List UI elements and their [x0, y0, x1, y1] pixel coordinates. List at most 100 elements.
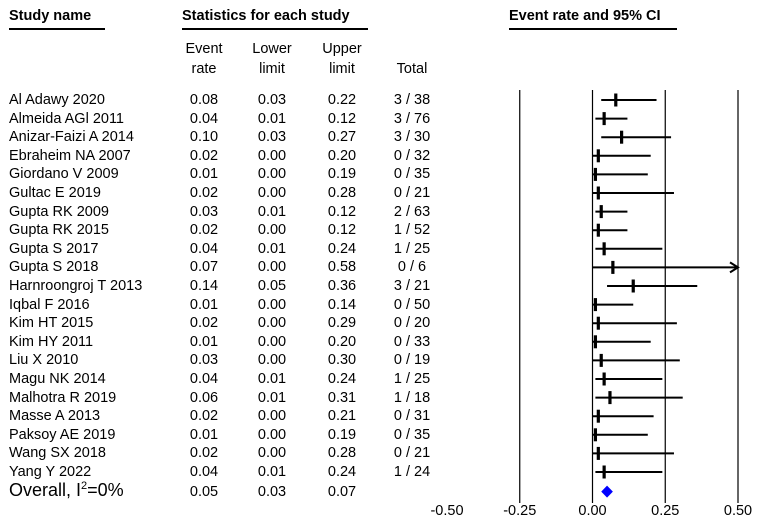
- ci-arrow: [729, 261, 740, 274]
- event-rate-header: Event rate: [185, 41, 223, 77]
- lower-limit-value: 0.01: [257, 203, 287, 220]
- ci-underline: [509, 28, 677, 30]
- x-tick-label: 0.00: [578, 503, 606, 519]
- event-rate-value: 0.08: [189, 92, 219, 108]
- point-estimate-marker: [596, 446, 600, 460]
- upper-limit-value: 0.28: [327, 185, 357, 201]
- point-estimate-marker: [599, 205, 603, 219]
- ci-header: Event rate and 95% CI: [509, 8, 661, 24]
- total-value: 0 / 35: [393, 426, 431, 443]
- study-name: Giordano V 2009: [9, 166, 119, 183]
- total-value: 3 / 21: [393, 278, 431, 294]
- event-rate-value: 0.03: [189, 352, 219, 369]
- total-value: 3 / 30: [393, 129, 431, 146]
- upper-limit-value: 0.24: [327, 371, 357, 387]
- total-value: 1 / 25: [393, 240, 431, 257]
- point-estimate-marker: [593, 298, 598, 312]
- lower-limit-value: 0.00: [257, 426, 287, 443]
- study-name: Wang SX 2018: [9, 445, 106, 462]
- total-value: 0 / 21: [393, 185, 431, 201]
- lower-limit-value: 0.01: [257, 110, 287, 127]
- total-value: 1 / 24: [393, 464, 431, 480]
- upper-limit-value: 0.36: [327, 278, 357, 294]
- lower-limit-value: 0.01: [257, 464, 287, 480]
- upper-limit-value: 0.28: [327, 445, 357, 462]
- upper-limit-value: 0.24: [327, 240, 357, 257]
- upper-limit-value: 0.12: [327, 222, 357, 239]
- total-value: 0 / 20: [393, 315, 431, 332]
- point-estimate-marker: [631, 279, 635, 293]
- overall-rate: 0.05: [189, 484, 219, 500]
- point-estimate-marker: [596, 316, 600, 330]
- point-estimate-marker: [614, 93, 618, 107]
- lower-limit-value: 0.01: [257, 389, 287, 406]
- study-name: Iqbal F 2016: [9, 296, 90, 313]
- study-name-underline: [9, 28, 105, 30]
- lower-limit-value: 0.03: [257, 92, 287, 108]
- event-rate-value: 0.07: [189, 259, 219, 276]
- total-value: 0 / 35: [393, 166, 431, 183]
- total-value: 0 / 21: [393, 445, 431, 462]
- point-estimate-marker: [602, 112, 606, 126]
- study-name-header: Study name: [9, 8, 92, 24]
- upper-limit-value: 0.24: [327, 464, 357, 480]
- total-value: 1 / 25: [393, 371, 431, 387]
- lower-limit-value: 0.00: [257, 259, 287, 276]
- event-rate-value: 0.04: [189, 371, 219, 387]
- study-name: Gupta S 2018: [9, 259, 99, 276]
- upper-limit-value: 0.14: [327, 296, 357, 313]
- study-name: Gultac E 2019: [9, 185, 101, 201]
- point-estimate-marker: [593, 335, 598, 349]
- event-rate-value: 0.01: [189, 166, 219, 183]
- event-rate-value: 0.04: [189, 110, 219, 127]
- lower-limit-value: 0.00: [257, 315, 287, 332]
- total-value: 0 / 32: [393, 147, 431, 164]
- study-name: Kim HT 2015: [9, 315, 94, 332]
- study-name: Almeida AGl 2011: [9, 110, 124, 127]
- lower-limit-value: 0.00: [257, 166, 287, 183]
- event-rate-value: 0.02: [189, 445, 219, 462]
- event-rate-value: 0.04: [189, 240, 219, 257]
- total-value: 1 / 52: [393, 222, 431, 239]
- study-name: Gupta S 2017: [9, 240, 99, 257]
- total-value: 1 / 18: [393, 389, 431, 406]
- study-name: Gupta RK 2015: [9, 222, 109, 239]
- study-name: Gupta RK 2009: [9, 203, 109, 220]
- event-rate-value: 0.04: [189, 464, 219, 480]
- study-name: Masse A 2013: [9, 408, 101, 425]
- study-name: Magu NK 2014: [9, 371, 106, 387]
- total-value: 0 / 33: [393, 333, 431, 350]
- study-name: Ebraheim NA 2007: [9, 147, 131, 164]
- upper-limit-value: 0.21: [327, 408, 357, 425]
- event-rate-value: 0.02: [189, 185, 219, 201]
- total-value: 0 / 19: [393, 352, 431, 369]
- upper-limit-value: 0.58: [327, 259, 357, 276]
- point-estimate-marker: [596, 149, 600, 163]
- point-estimate-marker: [596, 186, 600, 200]
- event-rate-value: 0.02: [189, 147, 219, 164]
- x-tick-label: -0.25: [503, 503, 536, 519]
- point-estimate-marker: [599, 353, 603, 367]
- statistics-underline: [182, 28, 368, 30]
- event-rate-value: 0.02: [189, 408, 219, 425]
- upper-limit-value: 0.19: [327, 426, 357, 443]
- event-rate-value: 0.01: [189, 296, 219, 313]
- point-estimate-marker: [593, 428, 598, 442]
- study-name: Paksoy AE 2019: [9, 426, 116, 443]
- x-tick-label: -0.50: [430, 503, 463, 519]
- point-estimate-marker: [611, 260, 615, 274]
- point-estimate-marker: [596, 223, 600, 237]
- overall-lower: 0.03: [257, 484, 287, 500]
- study-name: Yang Y 2022: [9, 464, 92, 480]
- upper-limit-value: 0.31: [327, 389, 357, 406]
- event-rate-value: 0.06: [189, 389, 219, 406]
- upper-limit-value: 0.30: [327, 352, 357, 369]
- lower-limit-header: Lower limit: [252, 41, 292, 77]
- upper-limit-value: 0.29: [327, 315, 357, 332]
- total-header: Total: [396, 61, 428, 77]
- study-name: Harnroongroj T 2013: [9, 278, 143, 294]
- event-rate-value: 0.02: [189, 222, 219, 239]
- upper-limit-value: 0.22: [327, 92, 357, 108]
- lower-limit-value: 0.01: [257, 371, 287, 387]
- lower-limit-value: 0.00: [257, 352, 287, 369]
